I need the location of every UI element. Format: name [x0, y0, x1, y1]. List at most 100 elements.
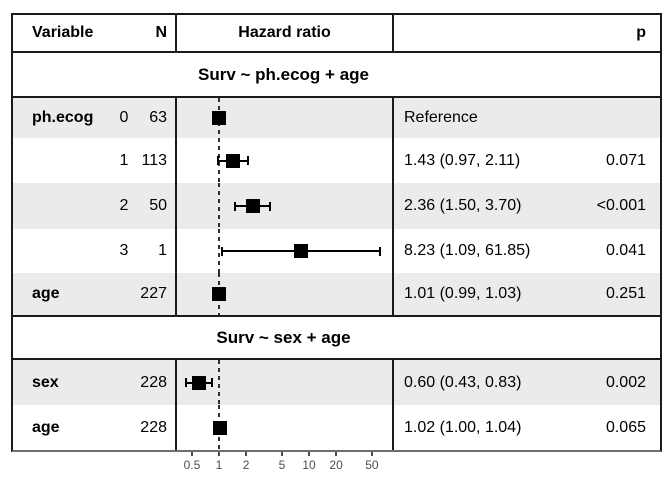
axis-tick	[370, 452, 373, 456]
n-value: 50	[149, 197, 167, 214]
ci-cap-right	[247, 156, 250, 165]
estimate-ci-value: 0.60 (0.43, 0.83)	[404, 373, 522, 391]
col-header-variable: Variable	[32, 24, 94, 41]
estimate-ci-value: 1.01 (0.99, 1.03)	[404, 285, 522, 302]
variable-cell: 3 1	[13, 229, 175, 273]
level-value: 3	[119, 242, 129, 259]
hr-marker	[225, 153, 240, 168]
model-formula: Surv ~ ph.ecog + age	[197, 64, 369, 84]
col-header-hazard-ratio: Hazard ratio	[238, 24, 331, 41]
axis-tick	[218, 452, 220, 456]
table-row: age 228 1.02 (1.00, 1.04) 0.065	[13, 405, 660, 450]
axis-tick-label: 10	[302, 458, 316, 472]
axis-tick	[280, 452, 283, 456]
estimate-cell: 1.43 (0.97, 2.11) 0.071	[392, 138, 660, 183]
variable-cell: age 228	[13, 405, 175, 450]
axis-tick-label: 0.5	[183, 458, 201, 472]
hazard-ratio-plot-cell	[175, 98, 392, 138]
ci-cap-left	[233, 201, 236, 211]
hazard-ratio-plot-cell	[175, 360, 392, 405]
hr-marker	[212, 111, 226, 125]
hr-marker	[212, 287, 227, 301]
col-header-p: p	[636, 24, 646, 41]
axis-tick-label: 5	[278, 458, 286, 472]
estimate-ci-value: Reference	[404, 109, 478, 126]
estimate-ci-value: 1.02 (1.00, 1.04)	[404, 418, 522, 436]
x-axis: 0.5 1 2 5 10 20 50	[177, 452, 392, 479]
estimate-cell: Reference	[392, 98, 660, 138]
table-row: age 227 1.01 (0.99, 1.03) 0.251	[13, 273, 660, 317]
variable-cell: 1 113	[13, 138, 175, 183]
table-header-row: Variable N Hazard ratio p	[13, 15, 660, 53]
n-value: 228	[140, 418, 167, 436]
header-variable-cell: Variable N	[13, 15, 175, 51]
ci-cap-right	[379, 246, 382, 256]
col-header-n: N	[155, 24, 167, 41]
table-row: ph.ecog 0 63 Reference	[13, 98, 660, 138]
variable-name: age	[32, 285, 60, 302]
axis-tick	[308, 452, 310, 456]
model-section-header: Surv ~ sex + age	[13, 317, 660, 360]
model-section-header: Surv ~ ph.ecog + age	[13, 53, 660, 98]
hazard-ratio-plot-cell	[175, 405, 392, 450]
hazard-ratio-plot-cell	[175, 183, 392, 229]
estimate-cell: 1.01 (0.99, 1.03) 0.251	[392, 273, 660, 315]
ci-cap-left	[216, 156, 219, 165]
estimate-cell: 8.23 (1.09, 61.85) 0.041	[392, 229, 660, 273]
n-value: 1	[158, 242, 167, 259]
n-value: 63	[149, 109, 167, 126]
model-formula: Surv ~ sex + age	[216, 327, 351, 347]
ci-cap-left	[185, 378, 187, 387]
hr-marker	[245, 199, 260, 213]
table-row: 3 1 8.23 (1.09, 61.85) 0.041	[13, 229, 660, 273]
reference-line	[218, 183, 220, 229]
table-row: 2 50 2.36 (1.50, 3.70) <0.001	[13, 183, 660, 229]
hazard-ratio-plot-cell	[175, 138, 392, 183]
table-row: 1 113 1.43 (0.97, 2.11) 0.071	[13, 138, 660, 183]
estimate-cell: 1.02 (1.00, 1.04) 0.065	[392, 405, 660, 450]
p-value: 0.002	[605, 373, 646, 391]
p-value: 0.071	[605, 151, 646, 169]
variable-cell: 2 50	[13, 183, 175, 229]
estimate-cell: 2.36 (1.50, 3.70) <0.001	[392, 183, 660, 229]
reference-line	[218, 360, 220, 405]
axis-tick-label: 20	[329, 458, 343, 472]
n-value: 227	[140, 285, 167, 302]
ci-cap-left	[221, 246, 224, 256]
header-plot-cell: Hazard ratio	[175, 15, 392, 51]
axis-tick-label: 50	[365, 458, 379, 472]
p-value: 0.065	[605, 418, 646, 436]
level-value: 2	[119, 197, 129, 214]
ci-cap-right	[269, 201, 272, 211]
variable-name: sex	[32, 373, 59, 391]
estimate-cell: 0.60 (0.43, 0.83) 0.002	[392, 360, 660, 405]
ci-cap-right	[210, 378, 213, 387]
estimate-ci-value: 1.43 (0.97, 2.11)	[404, 151, 521, 169]
results-table: Variable N Hazard ratio p Surv ~ ph.ecog…	[11, 13, 662, 452]
level-value: 0	[119, 109, 129, 126]
axis-tick	[335, 452, 338, 456]
variable-cell: age 227	[13, 273, 175, 315]
hr-marker	[212, 420, 227, 435]
n-value: 113	[141, 151, 167, 169]
p-value: 0.251	[605, 285, 646, 302]
variable-cell: ph.ecog 0 63	[13, 98, 175, 138]
hazard-ratio-plot-cell	[175, 229, 392, 273]
estimate-ci-value: 8.23 (1.09, 61.85)	[404, 242, 531, 259]
hr-marker	[294, 244, 309, 258]
axis-tick	[190, 452, 193, 456]
hazard-ratio-plot-cell	[175, 273, 392, 315]
estimate-ci-value: 2.36 (1.50, 3.70)	[404, 197, 522, 214]
reference-line	[218, 229, 220, 273]
axis-tick-label: 1	[215, 458, 223, 472]
level-value: 1	[119, 151, 129, 169]
variable-cell: sex 228	[13, 360, 175, 405]
axis-tick-label: 2	[242, 458, 250, 472]
header-estimate-cell: p	[392, 15, 660, 51]
table-row: sex 228 0.60 (0.43, 0.83) 0.002	[13, 360, 660, 405]
n-value: 228	[140, 373, 167, 391]
variable-name: age	[32, 418, 60, 436]
p-value: 0.041	[605, 242, 646, 259]
variable-name: ph.ecog	[32, 109, 94, 126]
